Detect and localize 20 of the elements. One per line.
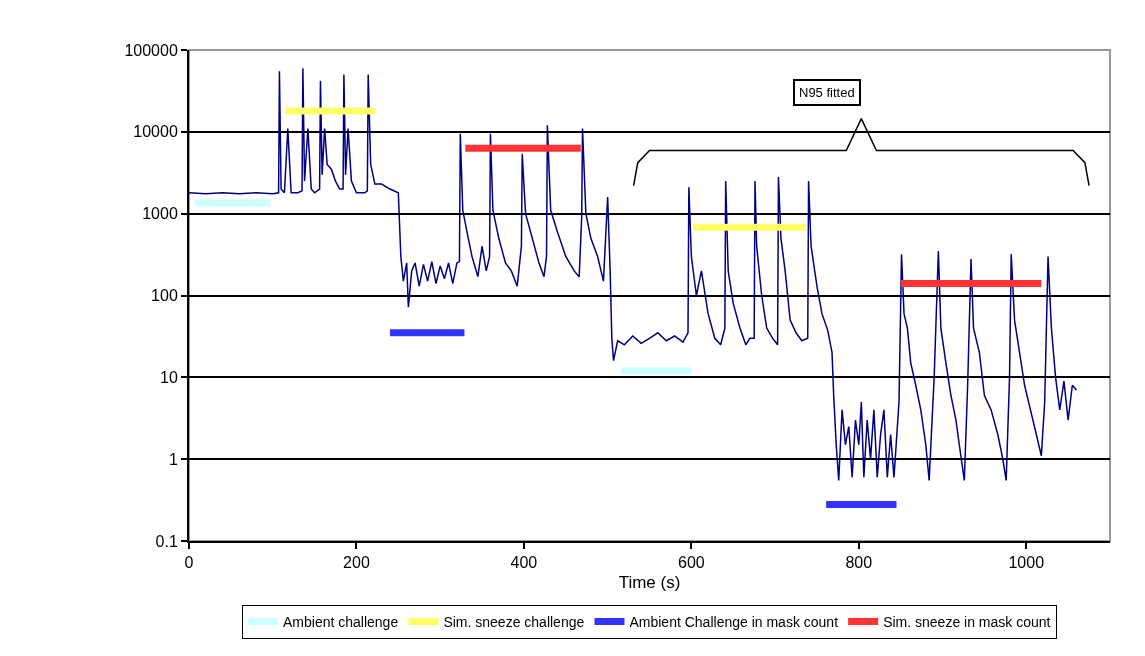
y-tick-label: 10000 [133,123,178,141]
x-tick-label: 800 [845,554,873,572]
x-tick-label: 1000 [1008,554,1045,572]
legend-label: Sim. sneeze challenge [443,613,585,630]
y-tick-label: 1 [168,450,178,468]
legend-label: Ambient challenge [283,613,399,630]
x-tick-label: 0 [184,554,194,572]
annotation: N95 fitted [799,85,855,100]
y-tick-label: 100 [151,287,178,305]
x-tick-label: 200 [343,554,370,572]
y-tick-label: 0.1 [155,532,178,550]
y-tick-label: 10 [160,368,178,386]
y-tick-label: 100000 [124,41,178,59]
x-tick-label: 600 [678,554,705,572]
y-tick-label: 1000 [142,205,178,223]
line-series [189,67,1078,482]
legend-label: Sim. sneeze in mask count [883,613,1051,630]
legend-label: Ambient Challenge in mask count [629,613,839,630]
x-axis-title: Time (s) [618,573,681,593]
x-tick-label: 400 [510,554,538,572]
